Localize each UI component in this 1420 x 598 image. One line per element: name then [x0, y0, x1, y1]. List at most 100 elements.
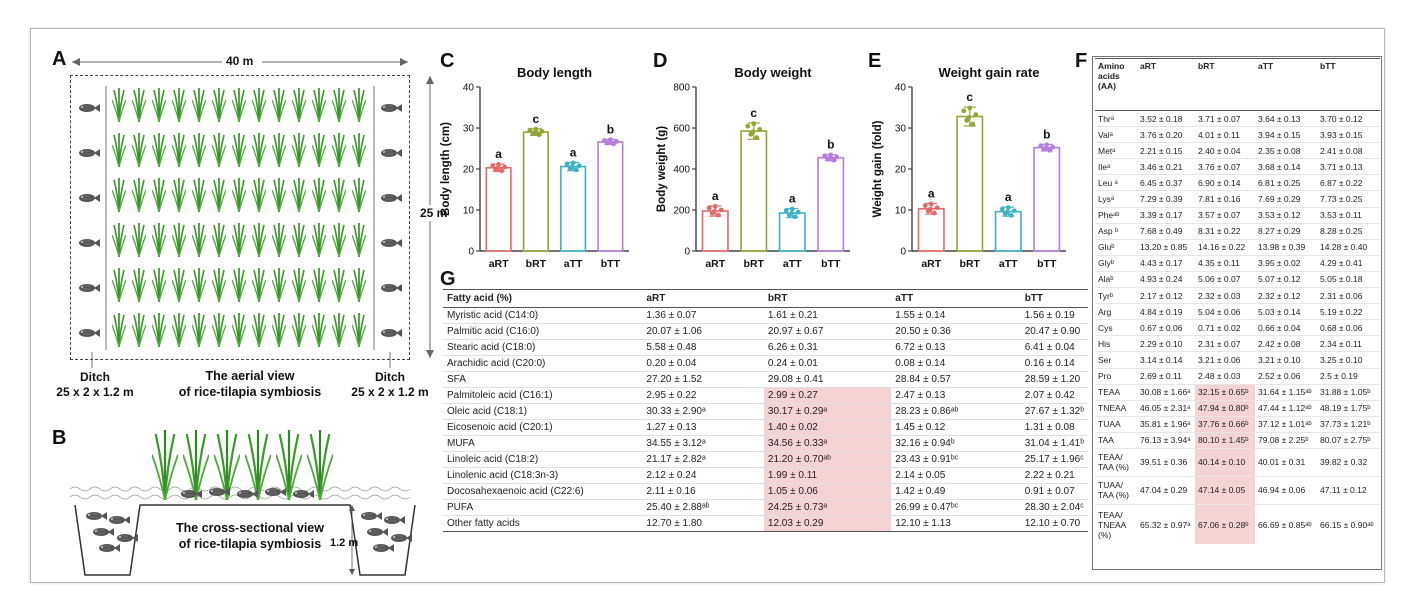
amino-cell-value: 5.19 ± 0.22 [1317, 303, 1380, 320]
amino-cell-name: Tyrᵇ [1095, 287, 1137, 304]
amino-cell-name: TNEAA [1095, 399, 1137, 417]
rice-plant-icon [213, 430, 241, 501]
rice-plant-icon [271, 223, 287, 258]
y-tick-label: 600 [673, 124, 690, 135]
amino-cell-value: 8.28 ± 0.25 [1317, 222, 1380, 240]
amino-cell-name: Gluᵇ [1095, 238, 1137, 256]
tilapia-fish-icon [85, 508, 107, 520]
data-point [532, 130, 538, 135]
rice-plant-icon [251, 88, 267, 123]
fatty-header-art: aRT [642, 289, 764, 308]
amino-cell-value: 2.32 ± 0.12 [1255, 287, 1317, 304]
amino-cell-value: 14.28 ± 0.40 [1317, 238, 1380, 256]
amino-cell-value: 4.93 ± 0.24 [1137, 270, 1195, 288]
rice-plant-icon [131, 268, 147, 303]
fatty-cell-art: 1.27 ± 0.13 [642, 419, 764, 436]
fatty-cell-brt: 2.99 ± 0.27 [763, 387, 892, 404]
ditch-right-label: Ditch 25 x 2 x 1.2 m [351, 370, 429, 399]
amino-cell-value: 47.14 ± 0.05 [1195, 475, 1255, 505]
fatty-cell-btt: 0.16 ± 0.14 [1020, 355, 1088, 372]
rice-plant-icon [151, 178, 167, 213]
x-tick-label: bTT [601, 258, 621, 270]
amino-cell-value: 35.81 ± 1.96ᵃ [1137, 415, 1195, 433]
amino-cell-value: 4.29 ± 0.41 [1317, 254, 1380, 272]
fatty-cell-brt: 21.20 ± 0.70ᵃᵇ [763, 451, 892, 468]
tilapia-fish-icon [208, 484, 230, 496]
amino-cell-value: 2.69 ± 0.11 [1137, 367, 1195, 385]
data-point [1047, 147, 1053, 153]
amino-cell-value: 3.53 ± 0.12 [1255, 206, 1317, 224]
rice-plant-icon [231, 268, 247, 303]
fatty-cell-btt: 25.17 ± 1.96ᶜ [1020, 451, 1088, 468]
amino-cell-name: His [1095, 335, 1137, 352]
fatty-cell-brt: 6.26 ± 0.31 [763, 339, 892, 356]
fatty-cell-att: 20.50 ± 0.36 [891, 323, 1021, 340]
fatty-table-row: Other fatty acids 12.70 ± 1.80 12.03 ± 0.2… [443, 515, 1088, 532]
panel-d-letter: D [653, 50, 668, 72]
x-tick-label: aTT [783, 258, 802, 270]
fatty-table-row: MUFA 34.55 ± 3.12ᵃ 34.56 ± 0.33ᵃ 32.16 ± 0.… [443, 435, 1088, 452]
cross-section-caption: The cross-sectional view of rice-tilapia… [176, 521, 324, 551]
amino-cell-value: 2.48 ± 0.03 [1195, 367, 1255, 385]
width-label: 40 m [226, 54, 254, 68]
y-tick-label: 40 [463, 83, 475, 94]
amino-cell-value: 3.76 ± 0.07 [1195, 158, 1255, 175]
amino-cell-value: 0.66 ± 0.04 [1255, 319, 1317, 336]
rice-plant-icon [131, 223, 147, 258]
panel-a-letter: A [52, 48, 67, 70]
tilapia-fish-icon [380, 280, 402, 292]
amino-header-art: aRT [1137, 58, 1195, 111]
amino-cell-value: 4.84 ± 0.19 [1137, 303, 1195, 320]
amino-cell-name: Pheᵃᵇ [1095, 206, 1137, 224]
amino-table-row: TAA 76.13 ± 3.94ᵃ 80.10 ± 1.45ᵇ 79.08 ± 2.2… [1095, 431, 1380, 449]
fatty-cell-art: 2.12 ± 0.24 [642, 467, 764, 484]
data-point [495, 165, 501, 171]
data-point [967, 105, 973, 111]
amino-cell-value: 39.82 ± 0.32 [1317, 447, 1380, 477]
data-point [999, 206, 1005, 212]
fatty-acid-table: Fatty acid (%) aRT bRT aTT bTT Myristic … [443, 289, 1088, 532]
y-tick-label: 10 [895, 206, 907, 217]
fatty-cell-art: 25.40 ± 2.88ᵃᵇ [642, 499, 764, 516]
x-tick-label: bRT [526, 258, 547, 270]
rice-plant-icon [351, 268, 367, 303]
tilapia-fish-icon [264, 484, 286, 496]
amino-cell-value: 79.08 ± 2.25ᵇ [1255, 431, 1317, 449]
fatty-cell-name: Linoleic acid (C18:2) [443, 451, 643, 468]
data-point [1038, 143, 1044, 149]
fatty-cell-att: 28.23 ± 0.86ᵃᵇ [891, 403, 1021, 420]
rice-plant-icon [291, 268, 307, 303]
amino-header-att: aTT [1255, 58, 1317, 111]
bar-brt [522, 131, 549, 252]
amino-cell-value: 6.87 ± 0.22 [1317, 174, 1380, 191]
rice-plant-icon [331, 223, 347, 258]
data-point [576, 163, 582, 169]
height-label: 25 m [420, 206, 448, 220]
data-point [536, 132, 542, 138]
fatty-cell-att: 1.42 ± 0.49 [891, 483, 1021, 500]
tilapia-fish-icon [180, 486, 202, 498]
fatty-cell-btt: 1.56 ± 0.19 [1020, 307, 1088, 324]
amino-cell-value: 3.76 ± 0.20 [1137, 126, 1195, 143]
fatty-cell-btt: 0.91 ± 0.07 [1020, 483, 1088, 500]
amino-cell-name: Thrᵃ [1095, 109, 1137, 127]
fatty-table-row: Linolenic acid (C18:3n-3) 2.12 ± 0.24 1.99… [443, 467, 1088, 484]
data-point [750, 129, 756, 135]
depth-label: 1.2 m [330, 537, 359, 549]
rice-plant-icon [251, 223, 267, 258]
amino-cell-value: 37.12 ± 1.01ᵃᵇ [1255, 415, 1317, 433]
amino-cell-value: 3.93 ± 0.15 [1317, 126, 1380, 143]
amino-table-row: TNEAA 46.05 ± 2.31ᵃ 47.94 ± 0.80ᵇ 47.44 ± 1… [1095, 399, 1380, 417]
fatty-cell-brt: 30.17 ± 0.29ᵃ [763, 403, 892, 420]
rice-plant-icon [171, 223, 187, 258]
rice-plant-icon [171, 178, 187, 213]
y-tick-label: 0 [900, 247, 906, 258]
data-point [827, 155, 833, 161]
amino-cell-value: 2.31 ± 0.06 [1317, 287, 1380, 304]
significance-letter: b [607, 122, 614, 136]
amino-cell-value: 8.27 ± 0.29 [1255, 222, 1317, 240]
rice-plant-icon [211, 178, 227, 213]
panel-e-letter: E [868, 50, 882, 72]
amino-cell-value: 30.08 ± 1.66ᵃ [1137, 383, 1195, 401]
data-point [539, 129, 545, 134]
